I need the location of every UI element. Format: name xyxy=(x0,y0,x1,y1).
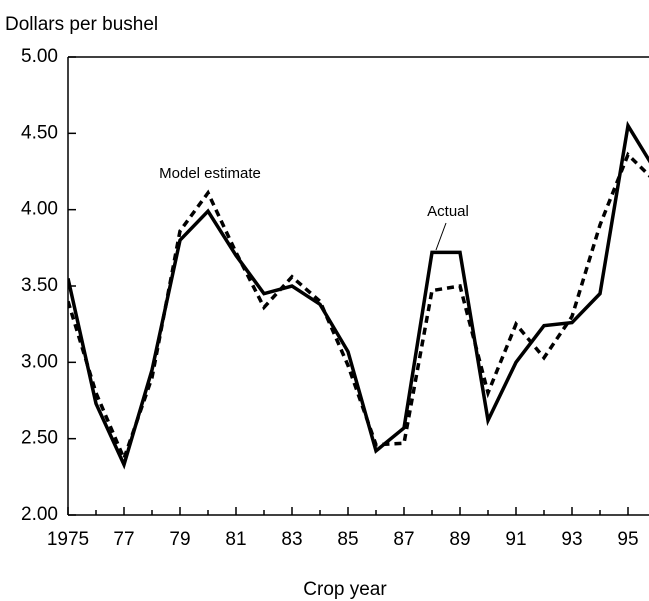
x-tick-label: 1975 xyxy=(47,529,89,550)
y-tick-label: 3.50 xyxy=(21,275,58,296)
legend-label: Model estimate xyxy=(159,165,261,182)
x-tick-label: 89 xyxy=(449,529,470,550)
x-tick-label: 79 xyxy=(169,529,190,550)
leader-line xyxy=(435,222,447,251)
x-axis-label: Crop year xyxy=(303,579,387,600)
x-tick-label: 93 xyxy=(561,529,582,550)
x-tick-label: 77 xyxy=(113,529,134,550)
y-tick-label: 2.50 xyxy=(21,428,58,449)
plot-area xyxy=(68,120,649,470)
series-line xyxy=(68,120,649,470)
y-tick-label: 4.50 xyxy=(21,122,58,143)
x-tick-label: 87 xyxy=(393,529,414,550)
series-line xyxy=(68,151,649,464)
x-tick-label: 85 xyxy=(337,529,358,550)
y-tick-label: 5.00 xyxy=(21,46,58,67)
y-tick-label: 4.00 xyxy=(21,199,58,220)
y-tick-label: 2.00 xyxy=(21,504,58,525)
x-tick-label: 83 xyxy=(281,529,302,550)
x-tick-label: 91 xyxy=(505,529,526,550)
legend-label: Actual xyxy=(427,203,469,220)
y-tick-label: 3.00 xyxy=(21,351,58,372)
x-tick-label: 81 xyxy=(225,529,246,550)
chart-title: Dollars per bushel xyxy=(5,14,158,35)
x-tick-label: 95 xyxy=(617,529,638,550)
